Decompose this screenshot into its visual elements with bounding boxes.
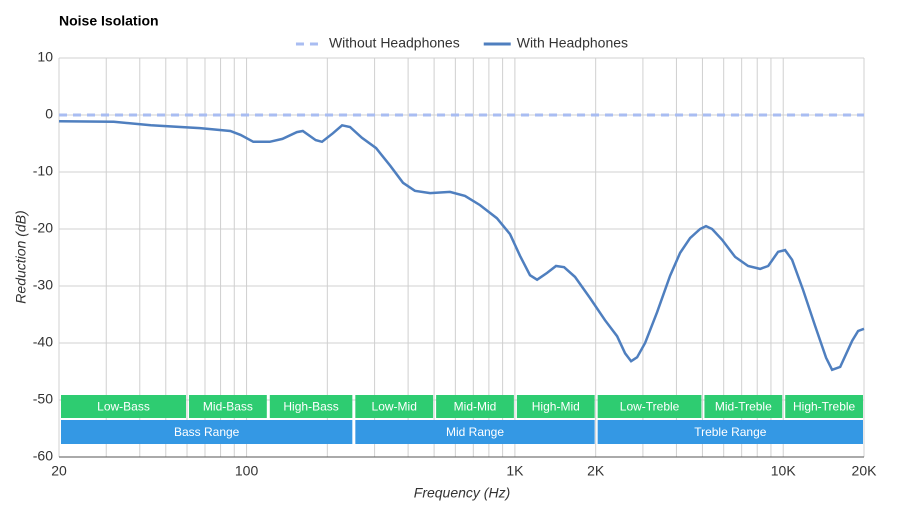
range-band xyxy=(516,395,595,418)
range-label: Mid Range xyxy=(446,425,504,439)
x-tick-label: 20K xyxy=(852,463,878,479)
range-band xyxy=(355,420,595,444)
range-label: Mid-Treble xyxy=(715,400,772,414)
range-label: Treble Range xyxy=(694,425,767,439)
range-label: Low-Treble xyxy=(620,400,680,414)
range-label: Mid-Bass xyxy=(203,400,253,414)
range-label: Mid-Mid xyxy=(454,400,497,414)
range-band xyxy=(597,395,702,418)
x-tick-label: 20 xyxy=(51,463,67,479)
y-tick-label: 0 xyxy=(45,106,53,122)
y-tick-label: -50 xyxy=(33,391,53,407)
chart-title: Noise Isolation xyxy=(59,13,159,29)
x-axis-label: Frequency (Hz) xyxy=(414,485,510,501)
range-band xyxy=(189,395,267,418)
range-band xyxy=(785,395,863,418)
y-tick-label: -10 xyxy=(33,163,53,179)
x-tick-label: 10K xyxy=(771,463,797,479)
range-label: High-Mid xyxy=(532,400,580,414)
range-band xyxy=(269,395,353,418)
range-label: Low-Mid xyxy=(372,400,417,414)
series-line xyxy=(58,120,865,372)
range-band xyxy=(61,395,187,418)
range-label: High-Bass xyxy=(283,400,338,414)
range-label: Bass Range xyxy=(174,425,240,439)
range-band xyxy=(704,395,783,418)
x-tick-label: 1K xyxy=(506,463,524,479)
x-tick-label: 100 xyxy=(235,463,259,479)
y-axis-label: Reduction (dB) xyxy=(13,210,29,303)
legend: Without Headphones With Headphones xyxy=(295,35,628,51)
range-band xyxy=(597,420,863,444)
y-tick-label: -60 xyxy=(33,448,53,464)
range-band xyxy=(61,420,353,444)
y-tick-label: -40 xyxy=(33,334,53,350)
y-tick-label: -30 xyxy=(33,277,53,293)
range-band xyxy=(355,395,434,418)
range-label: Low-Bass xyxy=(97,400,150,414)
y-tick-label: 10 xyxy=(37,49,53,65)
range-label: High-Treble xyxy=(793,400,856,414)
legend-label: With Headphones xyxy=(517,35,628,51)
y-tick-label: -20 xyxy=(33,220,53,236)
legend-label: Without Headphones xyxy=(329,35,460,51)
range-band xyxy=(436,395,514,418)
x-tick-label: 2K xyxy=(587,463,605,479)
